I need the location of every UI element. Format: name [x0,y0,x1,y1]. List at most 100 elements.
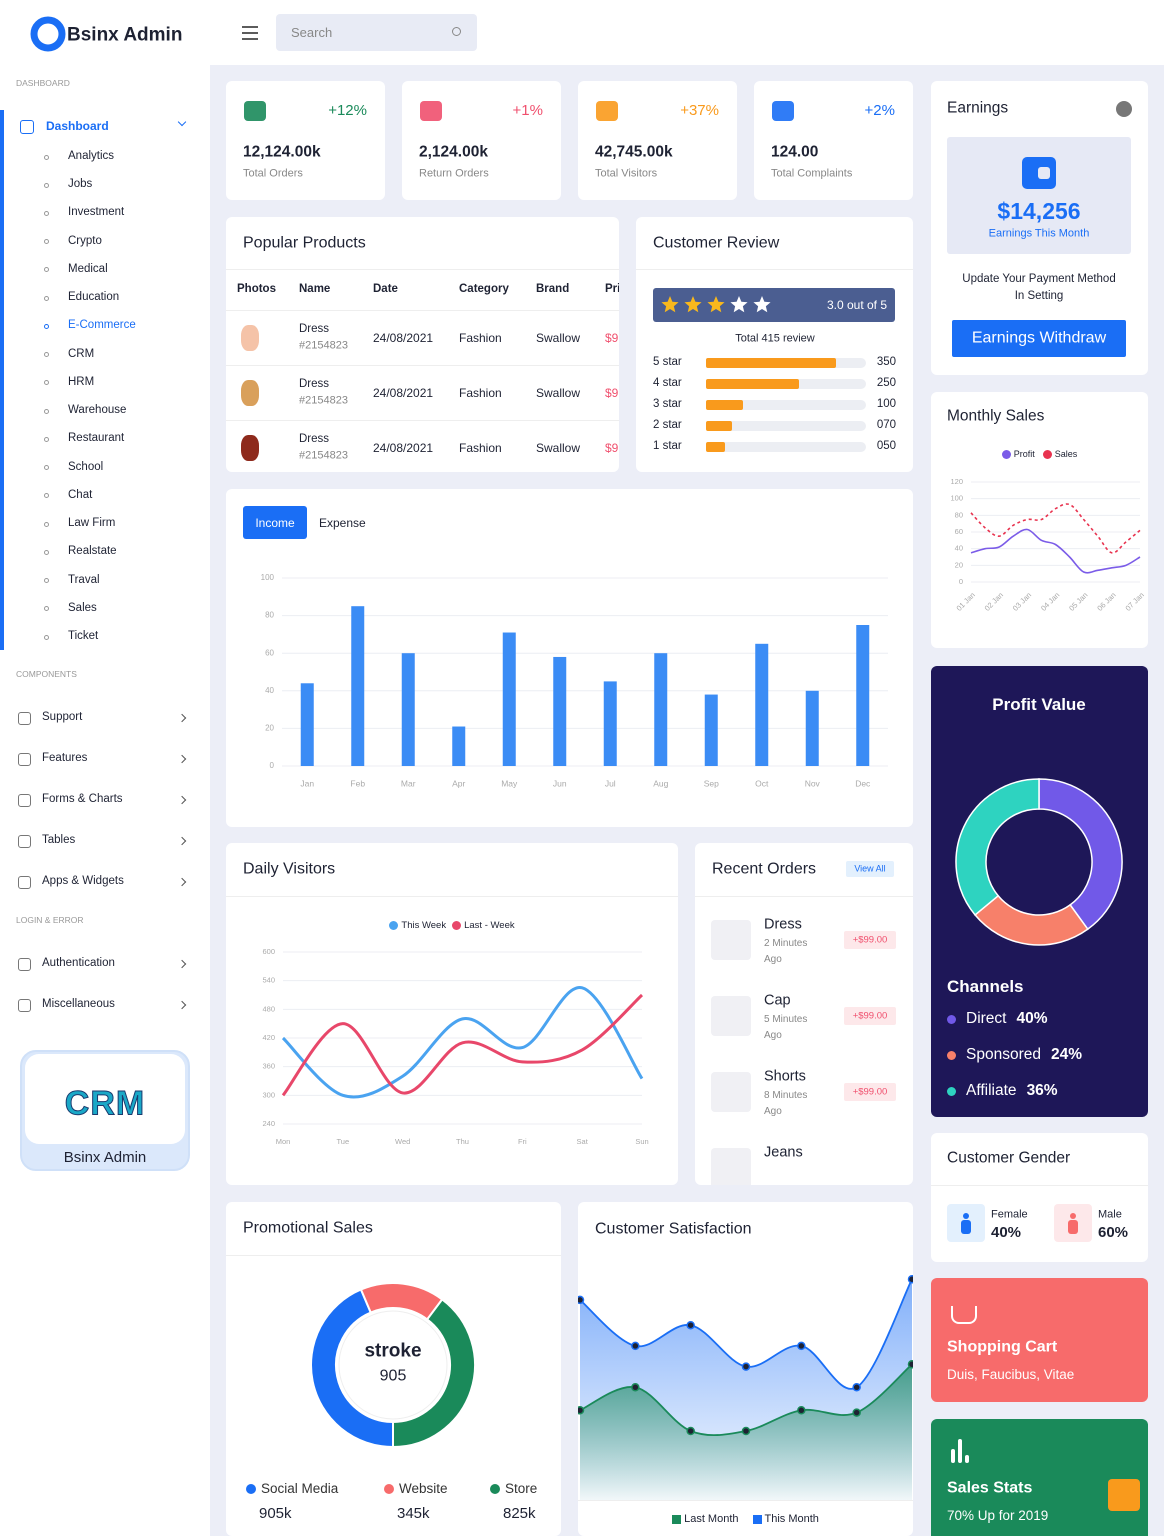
submenu-item[interactable]: Analytics [68,150,115,163]
active-indicator [0,110,4,650]
tab-active[interactable]: Income [243,506,307,539]
card: Customer Review 3.0 out of 5 Total 415 rev… [636,217,913,472]
legend: Last Month This Month [578,1511,913,1527]
submenu-item[interactable]: Law Firm [68,517,116,530]
menu-item[interactable]: Apps & Widgets [42,875,124,888]
legend-label: Social Media [261,1480,339,1496]
header: Bsinx Admin Search [0,0,1164,65]
x-tick-label: 05 Jan [1067,590,1089,612]
button-label: Earnings Withdraw [971,329,1107,347]
y-tick-label: 80 [955,510,963,519]
submenu-item[interactable]: Traval [68,573,100,586]
product-price: $99.00 [605,330,619,345]
x-tick-label: Jan [300,778,314,788]
point [578,1295,585,1305]
order-price: +$99.00 [844,1083,896,1101]
point [631,1341,640,1351]
submenu-bullet [44,549,49,555]
stat-change: +37% [680,102,719,119]
menu-item[interactable]: Authentication [42,957,115,970]
legend-dot [384,1484,394,1494]
section-heading: LOGIN & ERROR [16,914,84,925]
card: Income Expense 0 20 40 60 80 100 Jan Feb Mar Apr May… [226,489,913,827]
submenu-item[interactable]: Realstate [68,545,117,558]
withdraw-button[interactable]: Earnings Withdraw [952,320,1126,357]
menu-item[interactable]: Forms & Charts [42,793,123,806]
promo-image: CRM [25,1054,185,1144]
chevron [177,877,187,887]
x-tick-label: 04 Jan [1039,590,1061,612]
x-tick-label: Sun [635,1137,648,1146]
submenu-item[interactable]: School [68,460,104,473]
rating-box: 3.0 out of 5 [653,288,895,322]
submenu-item[interactable]: HRM [68,376,95,389]
submenu-item[interactable]: Jobs [68,178,93,191]
rating-value: 250 [876,377,896,390]
legend-label: Direct [966,1010,1007,1027]
wallet-slot [1038,167,1050,179]
person-body [961,1220,971,1234]
rating-value: 350 [876,356,896,369]
legend-label: Profit [1013,449,1035,459]
order-price: +$99.00 [844,1007,896,1025]
submenu-item[interactable]: Crypto [68,234,102,247]
order-name: Jeans [764,1144,803,1161]
stat-value: 12,124.00k [243,143,321,161]
y-tick-label: 360 [262,1062,275,1071]
card-title: Daily Visitors [243,860,336,878]
x-tick-label: Apr [452,778,465,788]
submenu-item[interactable]: Warehouse [68,404,127,417]
submenu-bullet [44,182,49,188]
rating-track [706,400,866,410]
card-title: Profit Value [992,694,1086,714]
tab-label[interactable]: Expense [319,515,366,530]
menu-item[interactable]: Features [42,752,88,765]
price-label: +$99.00 [852,1086,888,1098]
order-time: 5 Minutes Ago [764,1014,808,1041]
legend-label: Sponsored [966,1046,1041,1063]
submenu-item[interactable]: Chat [68,488,93,501]
rating-bar [706,400,744,410]
menu-item[interactable]: Dashboard [46,118,109,133]
column-header: Price [605,283,619,296]
menu-toggle[interactable] [241,26,261,42]
menu-item[interactable]: Tables [42,834,76,847]
donut-segment [359,1282,444,1321]
submenu-item[interactable]: Ticket [68,630,99,643]
submenu-item[interactable]: Restaurant [68,432,125,445]
rating-bar [706,358,837,368]
y-tick-label: 60 [955,527,963,536]
submenu-item[interactable]: E-Commerce [68,319,136,332]
submenu-item[interactable]: Investment [68,206,125,219]
donut-center-value: 905 [379,1367,407,1385]
submenu-item[interactable]: Sales [68,601,97,614]
card: Promotional Sales stroke 905 Social Media 90… [226,1202,561,1536]
chevron [177,1000,187,1010]
x-tick-label: Tue [337,1137,350,1146]
menu-item[interactable]: Miscellaneous [42,998,115,1011]
card-title: Sales Stats [947,1479,1033,1497]
y-tick-label: 80 [265,611,274,620]
card: Customer Gender Female 40% Male 60% [931,1133,1148,1262]
chevron [177,117,187,127]
gender-label: Male [1098,1208,1122,1221]
x-tick-label: Thu [456,1137,469,1146]
stat-change: +1% [512,102,543,119]
submenu-item[interactable]: Medical [68,263,108,276]
stat-value: 124.00 [771,143,819,161]
x-tick-label: 07 Jan [1124,590,1146,612]
legend-item: Last - Week [452,920,515,931]
section-heading: COMPONENTS [16,668,77,679]
submenu-item[interactable]: Education [68,291,120,304]
bar [755,643,769,766]
search-box[interactable]: Search [276,14,477,51]
earnings-note: Update Your Payment Method In Setting [962,273,1116,302]
chevron [177,795,187,805]
submenu-item[interactable]: CRM [68,347,95,360]
card: +2% 124.00 Total Complaints [754,81,913,200]
view-all-button[interactable]: View All [846,861,894,877]
action-button[interactable] [1108,1479,1140,1511]
chevron [177,959,187,969]
y-tick-label: 100 [261,573,275,582]
menu-item[interactable]: Support [42,711,83,724]
